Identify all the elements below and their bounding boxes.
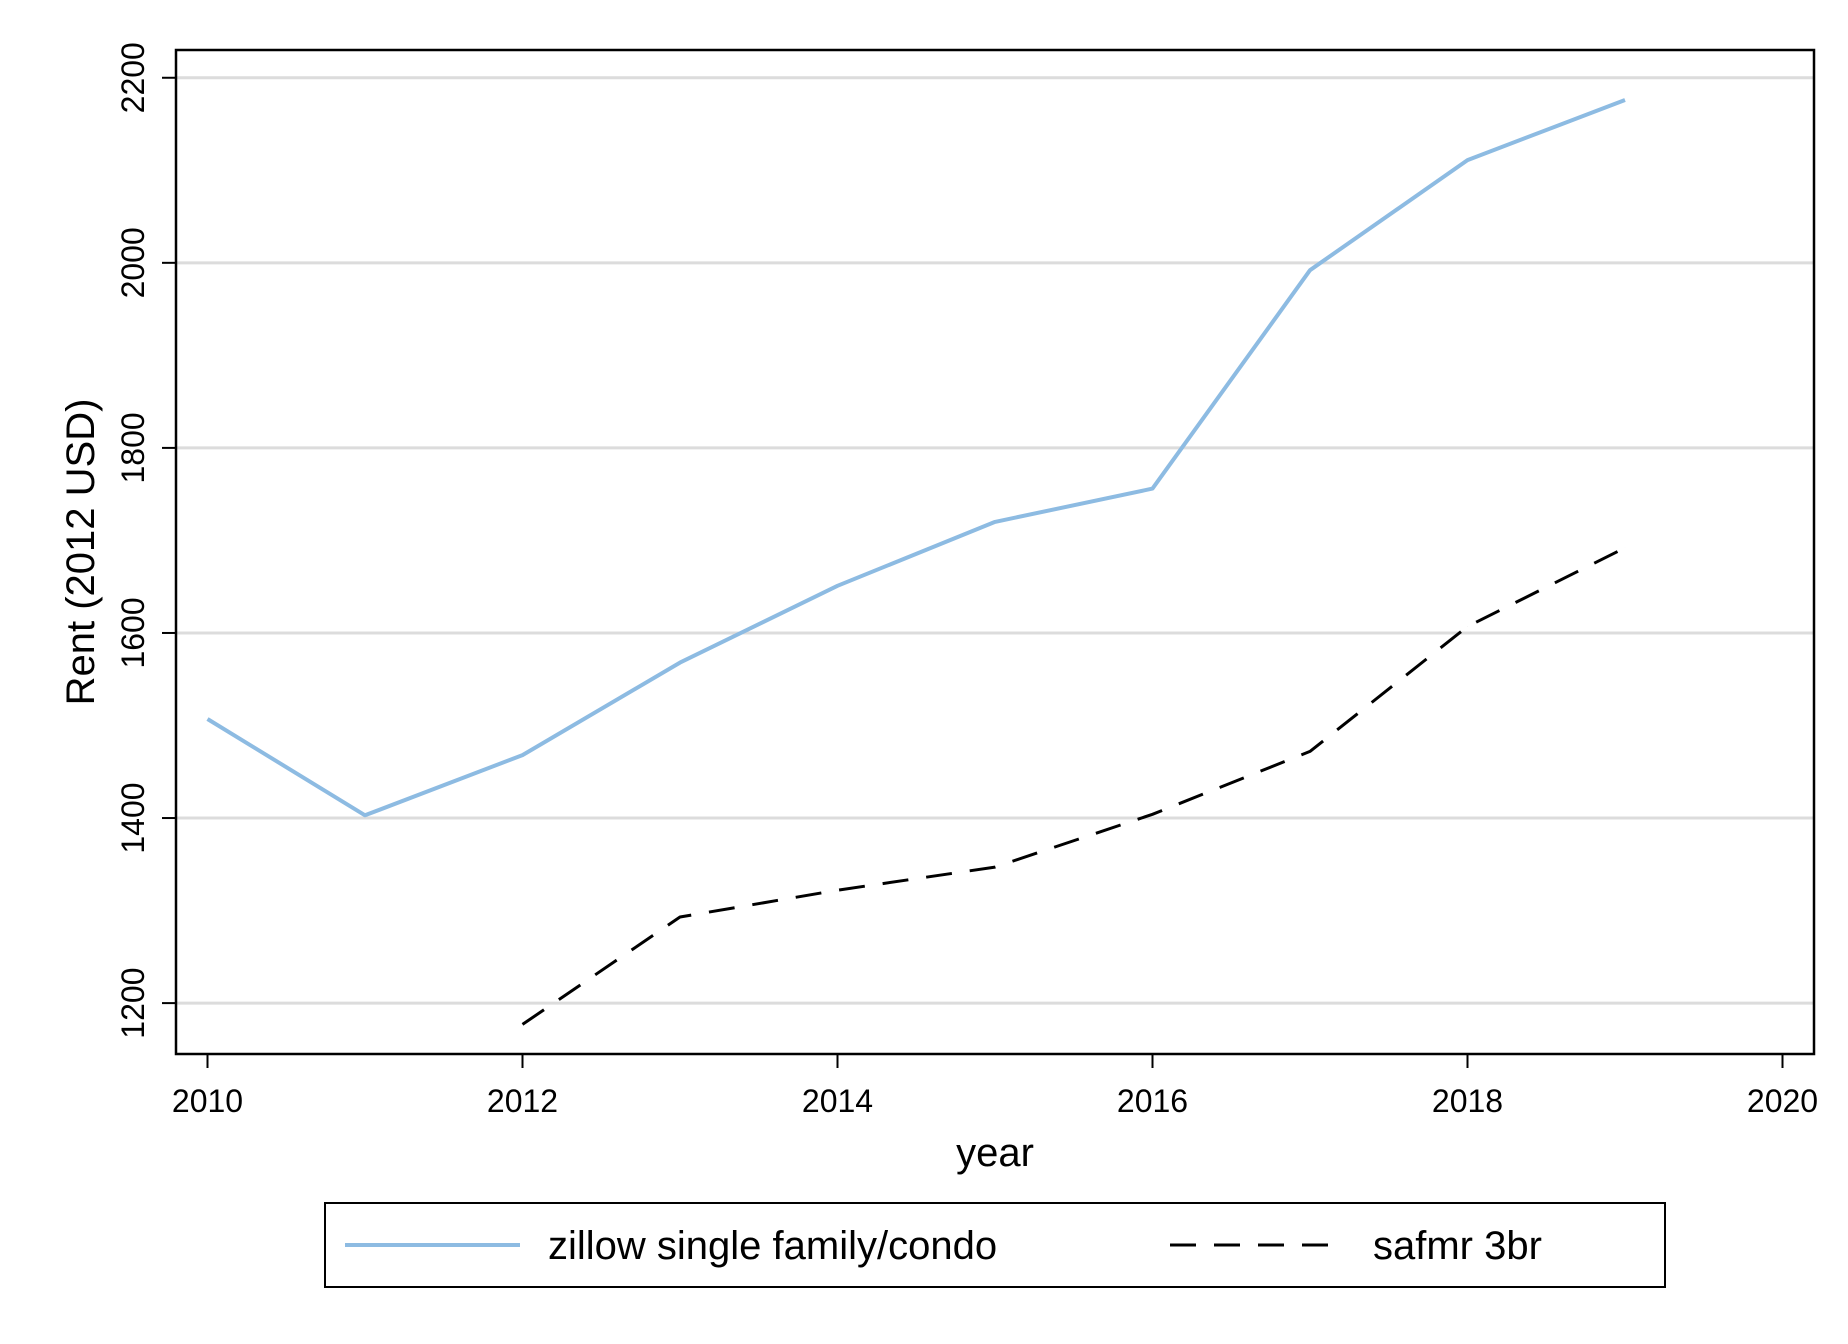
x-tick-label: 2016 (1117, 1083, 1188, 1119)
axis-ticks: 1200 1400 1600 1800 2000 2200 2010 2012 2014 2016… (115, 42, 1818, 1119)
series-lines (206, 98, 1626, 1026)
y-tick-label: 1400 (115, 782, 151, 853)
legend: zillow single family/condo safmr 3br (324, 1202, 1666, 1288)
x-tick-label: 2012 (487, 1083, 558, 1119)
y-tick-label: 1600 (115, 597, 151, 668)
y-axis-title: Rent (2012 USD) (59, 399, 103, 706)
plot-frame (174, 48, 1816, 1056)
x-tick-label: 2010 (172, 1083, 243, 1119)
series-line-0 (206, 98, 1626, 818)
series-line-1 (521, 546, 1626, 1026)
x-tick-label: 2014 (802, 1083, 873, 1119)
legend-label-zillow: zillow single family/condo (548, 1224, 997, 1268)
legend-box (324, 1202, 1666, 1288)
y-tick-label: 2200 (115, 42, 151, 113)
gridlines (176, 76, 1814, 1005)
y-tick-label: 1200 (115, 968, 151, 1039)
y-tick-label: 2000 (115, 227, 151, 298)
x-axis-title: year (956, 1131, 1034, 1175)
legend-label-safmr: safmr 3br (1373, 1224, 1542, 1268)
y-tick-label: 1800 (115, 412, 151, 483)
x-tick-label: 2020 (1747, 1083, 1818, 1119)
x-tick-label: 2018 (1432, 1083, 1503, 1119)
